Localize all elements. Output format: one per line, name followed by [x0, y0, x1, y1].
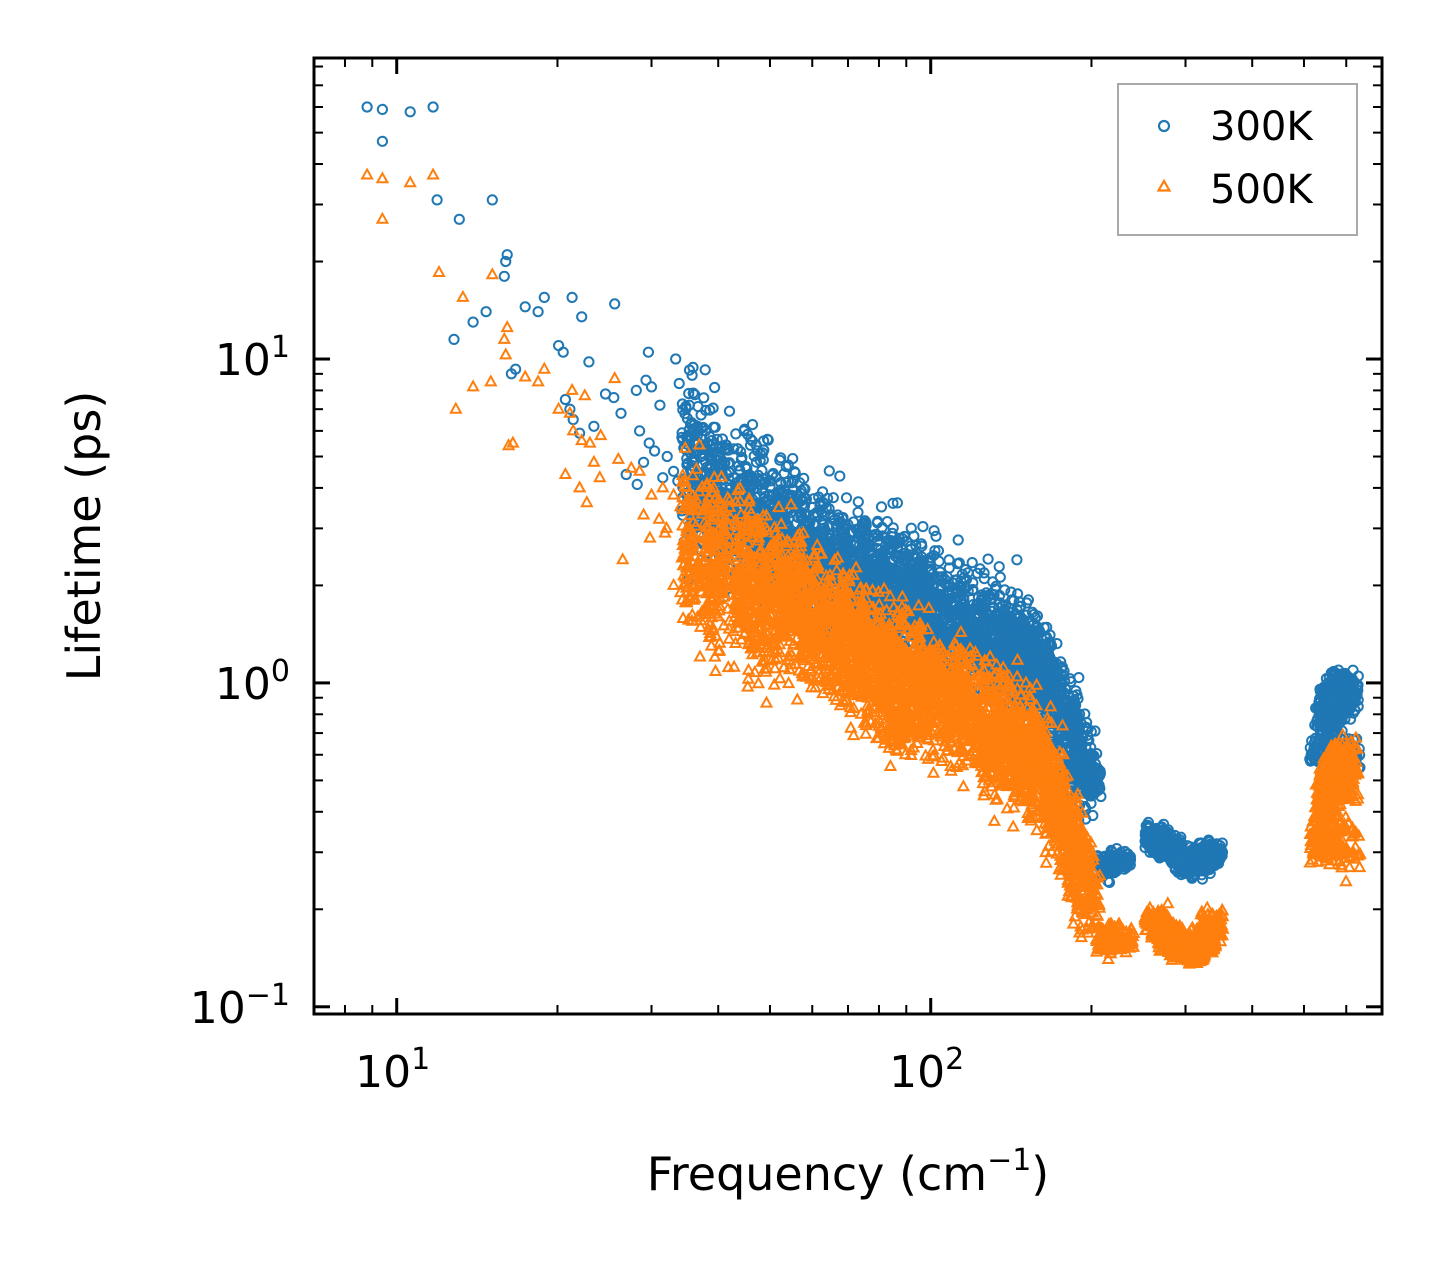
data-point	[703, 463, 716, 475]
data-point	[746, 419, 759, 431]
data-point	[685, 417, 698, 429]
data-point	[744, 470, 756, 482]
data-point	[760, 496, 772, 508]
data-point	[707, 402, 719, 414]
data-point	[735, 446, 747, 458]
data-point	[686, 369, 698, 381]
data-point	[751, 445, 764, 457]
data-point	[699, 364, 711, 376]
data-point	[687, 361, 699, 373]
data-point	[718, 456, 731, 468]
data-point	[756, 464, 768, 477]
data-point	[758, 444, 770, 456]
data-point	[723, 405, 736, 417]
data-point	[782, 459, 794, 471]
data-point	[775, 452, 787, 464]
data-point	[679, 408, 691, 420]
data-point	[780, 461, 792, 473]
data-point	[709, 381, 721, 394]
data-point	[708, 421, 720, 433]
data-point	[685, 447, 697, 460]
data-point	[779, 521, 792, 533]
data-point	[732, 443, 744, 455]
data-point	[676, 398, 689, 410]
data-point	[761, 433, 774, 445]
data-point	[698, 392, 710, 404]
data-point	[683, 387, 695, 400]
data-point	[728, 443, 740, 455]
data-point	[708, 464, 721, 476]
data-point	[687, 387, 699, 399]
data-point	[711, 433, 723, 445]
data-point	[760, 476, 772, 488]
data-point	[692, 401, 704, 413]
data-point	[782, 475, 795, 487]
data-point	[704, 450, 717, 462]
data-point	[796, 513, 809, 526]
